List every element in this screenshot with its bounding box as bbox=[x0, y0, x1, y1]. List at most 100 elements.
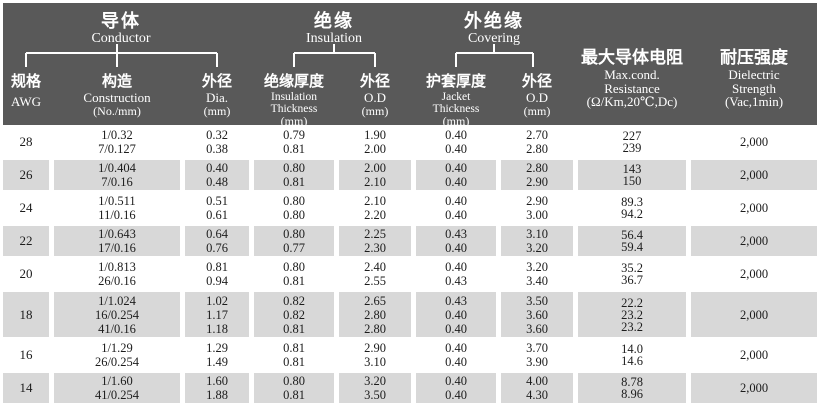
insulation-thickness-cell: 0.80 0.80 bbox=[283, 194, 305, 222]
table-row-awg14: 14 1/1.60 41/0.254 1.60 1.88 0.80 0.81 3… bbox=[3, 373, 817, 403]
conductor-dia-cell: 1.02 1.17 1.18 bbox=[185, 292, 249, 337]
resistance-cell: 56.4 59.4 bbox=[578, 226, 686, 256]
col-header-conductor-dia-unit: (mm) bbox=[203, 104, 231, 118]
covering-od-cell: 2.70 2.80 bbox=[526, 128, 548, 156]
conductor-dia-cell: 0.32 0.38 bbox=[206, 128, 228, 156]
awg-cell: 20 bbox=[19, 266, 33, 281]
jacket-thickness-cell: 0.40 0.40 bbox=[445, 194, 467, 222]
insulation-od-cell: 2.25 2.30 bbox=[339, 226, 411, 256]
covering-od-cell: 3.70 3.90 bbox=[526, 341, 548, 369]
conductor-dia-cell: 0.51 0.61 bbox=[206, 194, 228, 222]
insulation-od-cell: 1.90 2.00 bbox=[364, 128, 386, 156]
col-header-covering-od: 外径 O.D (mm) bbox=[501, 47, 573, 128]
jacket-thickness-cell: 0.40 0.40 bbox=[416, 160, 496, 190]
resistance-cell: 143 150 bbox=[578, 160, 686, 190]
insulation-od-cell: 2.40 2.55 bbox=[364, 260, 386, 288]
col-header-dielectric-strength: 耐压强度 Dielectric Strength (Vac,1min) bbox=[691, 47, 817, 128]
resistance-cell: 22.2 23.2 23.2 bbox=[578, 292, 686, 337]
col-header-max-resistance: 最大导体电阻 Max.cond. Resistance (Ω/Km,20℃,Dc… bbox=[578, 47, 686, 128]
col-header-insulation-od-unit: (mm) bbox=[361, 104, 389, 118]
col-header-conductor-dia: 外径 Dia. (mm) bbox=[185, 47, 249, 128]
covering-od-cell: 2.90 3.00 bbox=[526, 194, 548, 222]
construction-cell: 1/0.404 7/0.16 bbox=[54, 160, 180, 190]
dielectric-cell: 2,000 bbox=[739, 201, 769, 215]
col-header-awg: 规格 AWG bbox=[3, 47, 49, 128]
construction-cell: 1/0.511 11/0.16 bbox=[98, 194, 136, 222]
insulation-thickness-cell: 0.80 0.81 bbox=[254, 160, 334, 190]
construction-cell: 1/0.32 7/0.127 bbox=[98, 128, 136, 156]
awg-cell: 14 bbox=[3, 373, 49, 403]
group-covering-en: Covering bbox=[467, 31, 521, 46]
covering-od-cell: 2.80 2.90 bbox=[501, 160, 573, 190]
insulation-thickness-cell: 0.82 0.82 0.81 bbox=[254, 292, 334, 337]
table-row-awg28: 28 1/0.32 7/0.127 0.32 0.38 0.79 0.81 1.… bbox=[3, 127, 817, 157]
resistance-cell: 89.3 94.2 bbox=[621, 195, 643, 221]
col-header-insulation-thickness-en: Insulation Thickness bbox=[270, 91, 318, 115]
construction-cell: 1/1.29 26/0.254 bbox=[94, 341, 140, 369]
dielectric-cell: 2,000 bbox=[691, 160, 817, 190]
group-insulation-zh: 绝缘 bbox=[314, 11, 354, 31]
group-conductor-zh: 导体 bbox=[101, 11, 141, 31]
resistance-cell: 227 239 bbox=[622, 129, 642, 155]
dielectric-cell: 2,000 bbox=[691, 226, 817, 256]
table-row-awg22: 22 1/0.643 17/0.16 0.64 0.76 0.80 0.77 2… bbox=[3, 226, 817, 256]
dielectric-cell: 2,000 bbox=[691, 373, 817, 403]
insulation-thickness-cell: 0.80 0.81 bbox=[283, 260, 305, 288]
insulation-thickness-cell: 0.80 0.77 bbox=[254, 226, 334, 256]
col-header-covering-od-unit: (mm) bbox=[523, 104, 551, 118]
jacket-thickness-cell: 0.40 0.43 bbox=[445, 260, 467, 288]
conductor-dia-cell: 0.81 0.94 bbox=[206, 260, 228, 288]
col-header-conductor-dia-en: Dia. bbox=[205, 90, 229, 105]
col-header-covering-od-zh: 外径 bbox=[521, 74, 552, 90]
insulation-thickness-cell: 0.79 0.81 bbox=[283, 128, 305, 156]
awg-cell: 28 bbox=[19, 134, 33, 149]
col-header-dielectric-strength-en: Dielectric Strength bbox=[728, 67, 780, 96]
insulation-od-cell: 2.65 2.80 2.80 bbox=[339, 292, 411, 337]
group-conductor-en: Conductor bbox=[91, 31, 151, 46]
construction-cell: 1/0.643 17/0.16 bbox=[54, 226, 180, 256]
group-covering-zh: 外绝缘 bbox=[464, 11, 524, 31]
col-header-covering-od-en: O.D bbox=[525, 90, 549, 105]
jacket-thickness-cell: 0.43 0.40 bbox=[416, 226, 496, 256]
construction-cell: 1/0.813 26/0.16 bbox=[98, 260, 136, 288]
dielectric-cell: 2,000 bbox=[691, 292, 817, 337]
table-row-awg16: 16 1/1.29 26/0.254 1.29 1.49 0.81 0.81 2… bbox=[3, 340, 817, 370]
conductor-dia-cell: 0.64 0.76 bbox=[185, 226, 249, 256]
col-header-insulation-thickness: 绝缘厚度 Insulation Thickness (mm) bbox=[254, 47, 334, 128]
col-header-construction: 构造 Construction (No./mm) bbox=[54, 47, 180, 128]
group-header-insulation: 绝缘 Insulation bbox=[259, 11, 409, 46]
header-bracket-lines bbox=[25, 44, 534, 67]
group-header-conductor: 导体 Conductor bbox=[31, 11, 211, 46]
covering-od-cell: 4.00 4.30 bbox=[501, 373, 573, 403]
col-header-construction-unit: (No./mm) bbox=[93, 104, 141, 118]
awg-cell: 24 bbox=[19, 200, 33, 215]
insulation-od-cell: 2.90 3.10 bbox=[364, 341, 386, 369]
resistance-cell: 14.0 14.6 bbox=[621, 342, 643, 368]
col-header-dielectric-strength-unit: (Vac,1min) bbox=[724, 94, 784, 109]
col-header-jacket-thickness-en: Jacket Thickness bbox=[432, 91, 480, 115]
resistance-cell: 35.2 36.7 bbox=[621, 261, 643, 287]
col-header-jacket-thickness-zh: 护套厚度 bbox=[425, 74, 486, 90]
col-header-jacket-thickness-unit: (mm) bbox=[442, 114, 470, 128]
col-header-insulation-thickness-unit: (mm) bbox=[280, 114, 308, 128]
col-header-conductor-dia-zh: 外径 bbox=[201, 74, 232, 90]
col-header-construction-zh: 构造 bbox=[101, 74, 132, 90]
covering-od-cell: 3.20 3.40 bbox=[526, 260, 548, 288]
table-row-awg18: 18 1/1.024 16/0.254 41/0.16 1.02 1.17 1.… bbox=[3, 292, 817, 337]
table-header: 导体 Conductor 绝缘 Insulation 外绝缘 Covering … bbox=[3, 3, 817, 128]
jacket-thickness-cell: 0.40 0.40 bbox=[416, 373, 496, 403]
jacket-thickness-cell: 0.40 0.40 bbox=[445, 341, 467, 369]
col-header-insulation-od-en: O.D bbox=[363, 90, 387, 105]
awg-cell: 22 bbox=[3, 226, 49, 256]
dielectric-cell: 2,000 bbox=[739, 267, 769, 281]
group-header-covering: 外绝缘 Covering bbox=[419, 11, 569, 46]
insulation-od-cell: 2.10 2.20 bbox=[364, 194, 386, 222]
jacket-thickness-cell: 0.40 0.40 bbox=[445, 128, 467, 156]
insulation-thickness-cell: 0.80 0.81 bbox=[254, 373, 334, 403]
conductor-dia-cell: 1.29 1.49 bbox=[206, 341, 228, 369]
insulation-od-cell: 3.20 3.50 bbox=[339, 373, 411, 403]
awg-cell: 16 bbox=[19, 347, 33, 362]
insulation-thickness-cell: 0.81 0.81 bbox=[283, 341, 305, 369]
jacket-thickness-cell: 0.43 0.40 0.40 bbox=[416, 292, 496, 337]
conductor-dia-cell: 0.40 0.48 bbox=[185, 160, 249, 190]
